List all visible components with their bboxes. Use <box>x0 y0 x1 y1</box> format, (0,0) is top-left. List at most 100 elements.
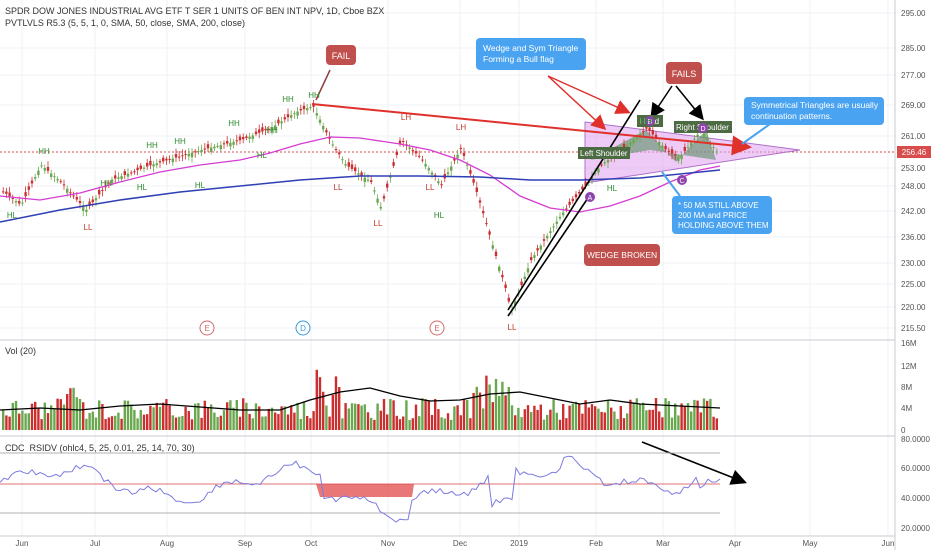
time-tick-label: Oct <box>305 539 318 548</box>
candle-body <box>661 145 664 148</box>
volume-bar <box>85 418 88 430</box>
fails-callout: FAILS <box>672 69 697 79</box>
candle-body <box>251 135 254 139</box>
candle-body <box>376 198 379 203</box>
candle-body <box>229 142 232 147</box>
volume-bar <box>165 399 168 430</box>
volume-bar <box>485 375 488 430</box>
candle-body <box>216 145 219 147</box>
volume-bar <box>443 418 446 430</box>
volume-bar <box>654 398 658 430</box>
event-marker-circle[interactable] <box>429 320 445 336</box>
candle-body <box>414 151 418 154</box>
volume-bar <box>386 414 389 430</box>
volume-bar <box>469 418 472 430</box>
candle-body <box>427 168 430 171</box>
volume-bar <box>478 392 482 430</box>
event-marker-circle[interactable] <box>295 320 311 336</box>
candle-body <box>290 115 293 118</box>
candle-body <box>328 137 331 139</box>
wedge-note-line1: Wedge and Sym Triangle <box>483 43 579 53</box>
last-price-value: 256.46 <box>902 148 927 157</box>
candle-body <box>456 154 459 159</box>
volume-bar <box>587 407 590 430</box>
pivot-label: HL <box>257 151 268 160</box>
candle-body <box>133 171 136 173</box>
volume-title: Vol (20) <box>5 346 36 356</box>
candle-body <box>491 245 494 249</box>
volume-bar <box>162 402 165 430</box>
volume-bar <box>693 399 696 430</box>
volume-bar <box>322 391 325 430</box>
pattern-point-marker <box>698 123 708 133</box>
fail-callout: FAIL <box>332 51 351 61</box>
time-tick-label: Dec <box>453 539 467 548</box>
wedge-lower-line <box>507 194 591 317</box>
time-tick-label: Apr <box>729 539 742 548</box>
price-tick-label: 277.00 <box>901 71 926 80</box>
volume-bar <box>146 414 149 430</box>
volume-bar <box>139 409 142 430</box>
candle-body <box>136 167 139 171</box>
candle-body <box>683 146 686 151</box>
price-tick-label: 242.00 <box>901 207 926 216</box>
volume-bar <box>616 418 619 430</box>
candle-body <box>72 195 75 197</box>
candle-body <box>206 144 210 149</box>
volume-bar <box>664 398 667 430</box>
volume-bar <box>242 398 245 430</box>
candle-body <box>507 297 510 302</box>
candle-body <box>526 268 530 273</box>
volume-bar <box>110 416 114 430</box>
volume-bar <box>696 400 699 430</box>
event-marker-label: E <box>434 324 439 333</box>
volume-bar <box>277 414 280 430</box>
volume-bar <box>213 412 216 430</box>
volume-bar <box>296 402 299 430</box>
time-axis: Jun Jul Aug Sep Oct Nov Dec 2019 Feb Mar Apr May Jun <box>16 539 895 548</box>
candle-body <box>24 192 27 197</box>
volume-bar <box>104 418 107 430</box>
volume-bar <box>62 404 66 430</box>
candle-body <box>581 186 584 190</box>
volume-bar <box>674 403 677 430</box>
volume-tick-label: 0 <box>901 426 906 435</box>
volume-bar <box>290 405 293 430</box>
pattern-point-label: A <box>588 195 593 202</box>
candle-body <box>478 200 482 203</box>
volume-bar <box>309 418 312 430</box>
candle-body <box>50 173 53 177</box>
pivot-label: HL <box>195 181 206 190</box>
volume-bar <box>325 405 328 430</box>
volume-ma-line <box>0 387 721 411</box>
resistance-trendline <box>311 103 752 156</box>
candle-body <box>606 159 610 163</box>
volume-bar <box>645 410 648 430</box>
candle-body <box>366 179 370 181</box>
candle-body <box>418 155 421 157</box>
volume-bar <box>568 405 571 430</box>
pattern-point-marker <box>677 175 687 185</box>
volume-bar <box>597 408 600 430</box>
triangle-note-box <box>744 97 884 125</box>
volume-bar <box>114 415 117 430</box>
volume-bar <box>642 402 645 430</box>
volume-bar <box>219 415 222 430</box>
candle-body <box>69 192 72 194</box>
candle-body <box>94 198 98 201</box>
candle-body <box>88 201 91 206</box>
event-marker-circle[interactable] <box>199 320 215 336</box>
volume-bar <box>539 404 542 430</box>
volume-bar <box>2 410 5 430</box>
volume-bar <box>251 418 254 430</box>
sma-50-line <box>0 136 721 213</box>
candle-body <box>677 157 680 161</box>
volume-bar <box>376 403 379 430</box>
time-tick-label: May <box>802 539 817 548</box>
rsi-divergence-arrow <box>641 441 747 485</box>
volume-bar <box>30 403 34 430</box>
candle-body <box>78 200 82 204</box>
volume-bar <box>66 394 69 430</box>
candle-body <box>325 130 328 133</box>
